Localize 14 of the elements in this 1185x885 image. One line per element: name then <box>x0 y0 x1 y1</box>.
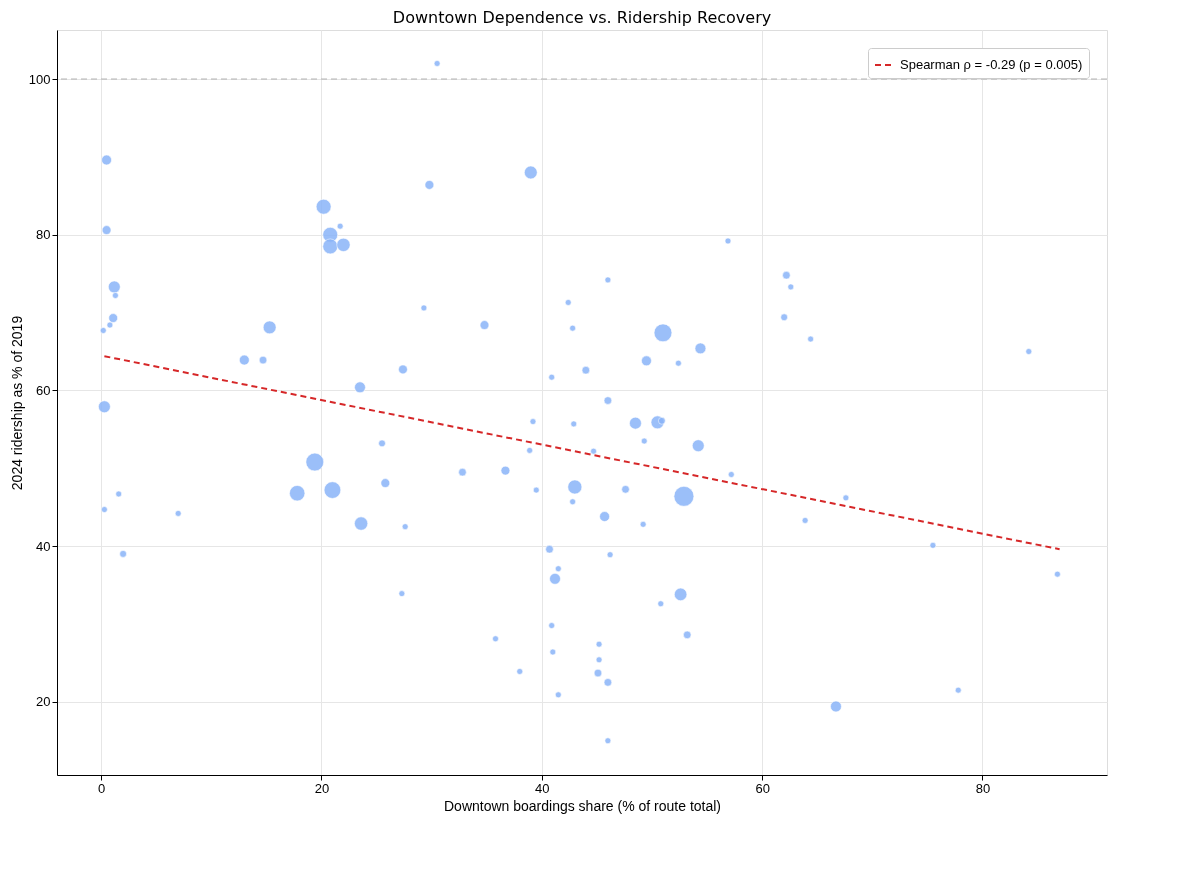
y-tick-label: 80 <box>36 227 51 243</box>
x-axis-title: Downtown boardings share (% of route total) <box>443 797 722 814</box>
y-tick-label: 40 <box>36 538 51 554</box>
chart-title: Downtown Dependence vs. Ridership Recovery <box>392 8 772 27</box>
x-tick-label: 60 <box>755 780 770 796</box>
y-tick-label: 20 <box>36 694 51 710</box>
x-tick-label: 0 <box>97 780 106 796</box>
x-tick-label: 80 <box>975 780 991 796</box>
x-tick-label: 40 <box>535 780 550 796</box>
y-tick-label: 60 <box>36 382 51 398</box>
y-axis-title: 2024 ridership as % of 2019 <box>8 315 25 491</box>
y-tick-label: 100 <box>28 71 51 87</box>
x-tick-label: 20 <box>314 780 330 796</box>
legend-label: Spearman ρ = -0.29 (p = 0.005) <box>900 57 1083 72</box>
